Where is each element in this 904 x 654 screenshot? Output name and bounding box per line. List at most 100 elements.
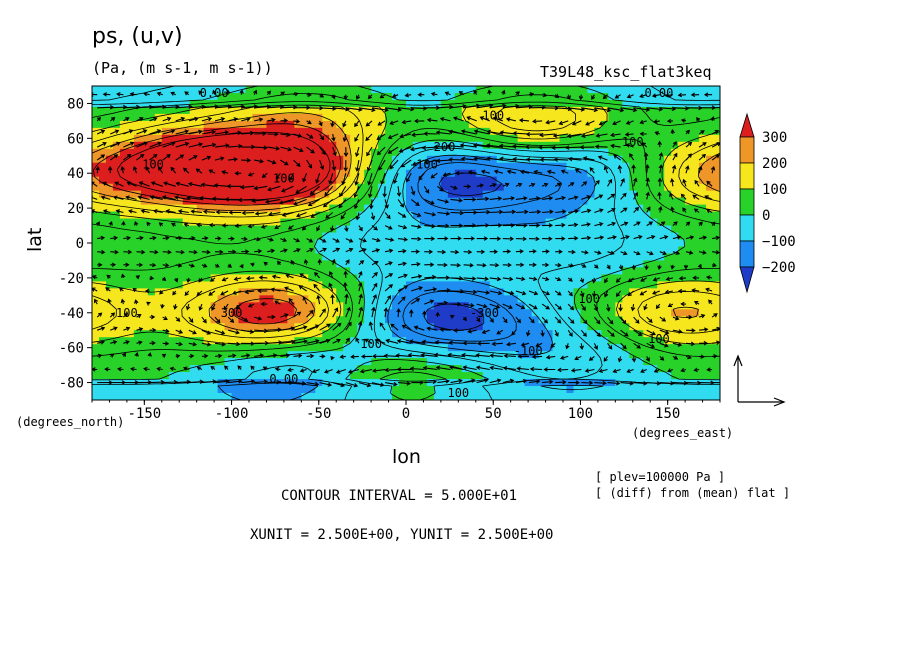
field-cell: [699, 169, 707, 178]
field-cell: [329, 246, 337, 255]
wind-arrow: [332, 307, 339, 318]
field-cell: [538, 190, 547, 199]
wind-arrow: [639, 290, 647, 296]
field-cell: [385, 386, 393, 394]
field-cell: [706, 99, 714, 108]
field-cell: [678, 204, 686, 213]
field-cell: [315, 211, 323, 220]
wind-arrow: [607, 193, 616, 200]
field-cell: [273, 309, 281, 317]
field-cell: [608, 127, 616, 136]
field-cell: [357, 190, 365, 199]
contour-lines: [92, 86, 720, 400]
wind-arrow: [354, 120, 360, 128]
field-cell: [482, 218, 491, 227]
field-cell: [629, 379, 637, 387]
field-cell: [650, 148, 658, 157]
field-cell: [308, 281, 316, 289]
field-cell: [140, 176, 149, 185]
field-cell: [601, 141, 609, 150]
field-cell: [336, 120, 344, 129]
field-cell: [371, 148, 379, 157]
field-cell: [203, 372, 212, 380]
field-cell: [706, 148, 714, 157]
wind-arrow: [515, 249, 524, 254]
field-cell: [287, 92, 295, 101]
field-cell: [224, 211, 233, 220]
field-cell: [273, 274, 281, 282]
field-cell: [461, 225, 470, 234]
field-cell: [92, 281, 100, 289]
field-cell: [601, 211, 609, 220]
field-cell: [440, 183, 449, 192]
field-cell: [699, 176, 707, 185]
field-cell: [210, 225, 219, 234]
field-cell: [650, 267, 658, 275]
field-cell: [426, 113, 435, 122]
field-cell: [259, 372, 268, 380]
field-cell: [468, 99, 477, 108]
field-cell: [552, 316, 561, 324]
field-cell: [482, 330, 491, 338]
field-cell: [98, 225, 107, 234]
field-cell: [301, 162, 309, 171]
wind-arrow: [108, 220, 113, 226]
field-cell: [566, 183, 575, 192]
field-cell: [350, 379, 358, 387]
field-cell: [524, 323, 533, 331]
field-cell: [175, 120, 184, 129]
field-cell: [531, 316, 540, 324]
field-cell: [147, 372, 156, 380]
wind-arrow: [215, 209, 229, 215]
field-cell: [378, 86, 386, 94]
wind-arrow: [502, 236, 515, 242]
wind-arrow: [92, 275, 98, 280]
field-cell: [692, 386, 700, 394]
field-cell: [92, 344, 100, 352]
field-cell: [692, 267, 700, 275]
field-cell: [643, 267, 651, 275]
field-cell: [308, 344, 316, 352]
field-cell: [601, 316, 609, 324]
field-cell: [685, 246, 693, 255]
field-cell: [615, 134, 623, 143]
wind-arrow: [645, 191, 650, 200]
field-cell: [447, 302, 456, 310]
field-cell: [643, 358, 651, 366]
field-cell: [322, 113, 330, 122]
field-cell: [189, 274, 198, 282]
field-cell: [608, 309, 616, 317]
field-cell: [678, 211, 686, 220]
wind-arrow: [198, 277, 203, 283]
wind-arrow: [161, 195, 176, 200]
field-cell: [357, 274, 365, 282]
field-cell: [496, 393, 505, 400]
wind-arrow: [186, 195, 202, 201]
field-cell: [496, 386, 505, 394]
field-cell: [378, 253, 386, 262]
field-cell: [454, 267, 463, 275]
field-cell: [266, 309, 275, 317]
wind-arrow: [528, 209, 542, 215]
field-cell: [489, 197, 498, 206]
field-cell: [329, 386, 337, 394]
field-cell: [364, 148, 372, 157]
wind-arrow: [633, 107, 651, 112]
wind-arrow: [672, 316, 680, 321]
wind-arrow: [620, 329, 629, 337]
field-cell: [287, 225, 295, 234]
field-cell: [615, 113, 623, 122]
field-cell: [245, 225, 254, 234]
field-cell: [433, 141, 442, 150]
field-cell: [482, 190, 491, 199]
wind-arrow: [555, 262, 562, 268]
field-cell: [650, 246, 658, 255]
field-cell: [601, 323, 609, 331]
field-cell: [685, 372, 693, 380]
field-cell: [189, 267, 198, 275]
field-cell: [510, 211, 519, 220]
wind-arrow: [594, 194, 604, 200]
field-cell: [671, 358, 679, 366]
field-cell: [98, 239, 107, 248]
field-cell: [196, 281, 205, 289]
